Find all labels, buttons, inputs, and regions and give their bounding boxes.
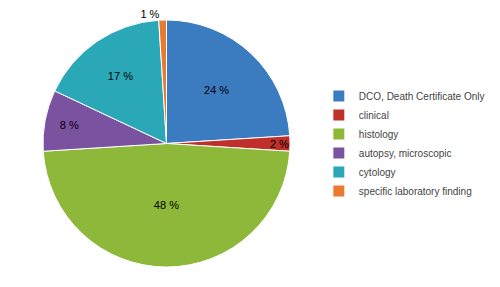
svg-text:DCO, Death Certificate Only: DCO, Death Certificate Only	[359, 91, 485, 102]
svg-text:24 %: 24 %	[204, 84, 229, 96]
svg-text:clinical: clinical	[359, 110, 389, 121]
svg-text:autopsy, microscopic: autopsy, microscopic	[359, 148, 452, 159]
svg-text:17 %: 17 %	[108, 70, 133, 82]
svg-text:2 %: 2 %	[270, 138, 289, 150]
svg-text:8 %: 8 %	[60, 119, 79, 131]
svg-text:cytology: cytology	[359, 167, 396, 178]
svg-text:48 %: 48 %	[154, 199, 179, 211]
svg-text:specific laboratory finding: specific laboratory finding	[359, 186, 472, 197]
svg-text:histology: histology	[359, 129, 398, 140]
svg-text:1 %: 1 %	[140, 8, 159, 20]
